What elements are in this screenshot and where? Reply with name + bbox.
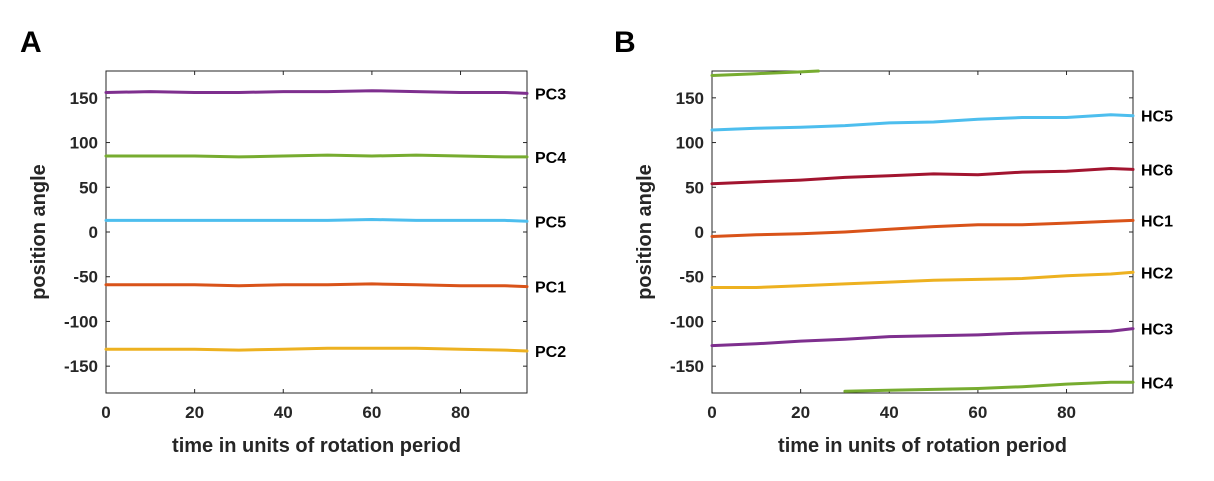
panel-b-chart: 150 100 50 0 -50 -100 -150 0 20 40 60 80 HC5 HC6 HC1… [634, 69, 1173, 457]
panel-b-x-ticks: 0 20 40 60 80 [707, 71, 1076, 422]
panel-b-axes-box [711, 70, 1134, 394]
series-line-pc5 [104, 218, 529, 223]
series-line-hc4 [710, 69, 820, 77]
series-line-pc2 [104, 346, 529, 353]
panel-b-x-tick-label: 80 [1057, 403, 1076, 422]
panel-b-x-tick-label: 40 [880, 403, 899, 422]
panel-letter-a: A [20, 26, 42, 59]
series-label-hc6: HC6 [1141, 162, 1173, 179]
panel-b-y-axis-label: position angle [634, 164, 656, 300]
panel-b-x-tick-label: 0 [707, 403, 716, 422]
series-line-pc1 [104, 282, 529, 289]
panel-b-y-tick-label: 100 [676, 134, 704, 153]
panel-a-y-tick-label: 50 [79, 178, 98, 197]
series-label-hc5: HC5 [1141, 109, 1173, 126]
panel-b-y-tick-label: -150 [670, 357, 704, 376]
series-line-hc6 [710, 167, 1135, 186]
panel-a-y-tick-label: -50 [73, 268, 98, 287]
series-line-pc4 [104, 153, 529, 159]
series-label-pc4: PC4 [535, 150, 566, 167]
panel-b-x-axis-label: time in units of rotation period [778, 435, 1067, 457]
panel-a-y-tick-label: 0 [89, 223, 98, 242]
series-line-hc5 [710, 113, 1135, 132]
panel-a-x-tick-label: 80 [451, 403, 470, 422]
series-label-hc4: HC4 [1141, 375, 1173, 392]
panel-a-x-tick-label: 60 [362, 403, 381, 422]
panel-a-plot-area [104, 89, 529, 353]
series-line-hc2 [710, 270, 1135, 289]
panel-a-x-tick-label: 0 [101, 403, 110, 422]
panel-b-y-ticks: 150 100 50 0 -50 -100 -150 [670, 89, 1133, 376]
series-label-pc2: PC2 [535, 344, 566, 361]
panel-a-y-tick-label: 150 [70, 89, 98, 108]
panel-a-x-tick-label: 20 [185, 403, 204, 422]
panel-a-series-labels: PC3 PC4 PC5 PC1 PC2 [535, 86, 566, 361]
panel-a-y-ticks: 150 100 50 0 -50 -100 -150 [64, 89, 527, 376]
series-line-hc4 [843, 380, 1135, 393]
series-label-pc3: PC3 [535, 86, 566, 103]
panel-b-x-tick-label: 60 [968, 403, 987, 422]
panel-a-x-ticks: 0 20 40 60 80 [101, 71, 470, 422]
panel-a-chart: 150 100 50 0 -50 -100 -150 0 20 40 60 80 PC3 PC4 PC5… [28, 70, 566, 457]
series-line-hc1 [710, 218, 1135, 238]
panel-b-series-labels: HC5 HC6 HC1 HC2 HC3 HC4 [1141, 109, 1173, 393]
series-label-hc2: HC2 [1141, 265, 1173, 282]
panel-a-y-tick-label: 100 [70, 134, 98, 153]
panel-a-x-axis-label: time in units of rotation period [172, 435, 461, 457]
panel-b-y-tick-label: 150 [676, 89, 704, 108]
series-line-pc3 [104, 89, 529, 95]
series-line-hc3 [710, 327, 1135, 348]
panel-b-plot-area [710, 69, 1135, 393]
panel-a-y-tick-label: -100 [64, 312, 98, 331]
panel-b-y-tick-label: 0 [695, 223, 704, 242]
panel-a-y-tick-label: -150 [64, 357, 98, 376]
series-label-pc5: PC5 [535, 214, 566, 231]
series-label-hc3: HC3 [1141, 322, 1173, 339]
panel-a-axes-box [105, 70, 528, 394]
panel-b-x-tick-label: 20 [791, 403, 810, 422]
panel-b-y-tick-label: -100 [670, 312, 704, 331]
panel-letter-b: B [614, 26, 636, 59]
panel-a-y-axis-label: position angle [28, 164, 50, 300]
panel-b-y-tick-label: -50 [679, 268, 704, 287]
series-label-hc1: HC1 [1141, 213, 1173, 230]
panel-b-y-tick-label: 50 [685, 178, 704, 197]
series-label-pc1: PC1 [535, 280, 566, 297]
panel-a-x-tick-label: 40 [274, 403, 293, 422]
